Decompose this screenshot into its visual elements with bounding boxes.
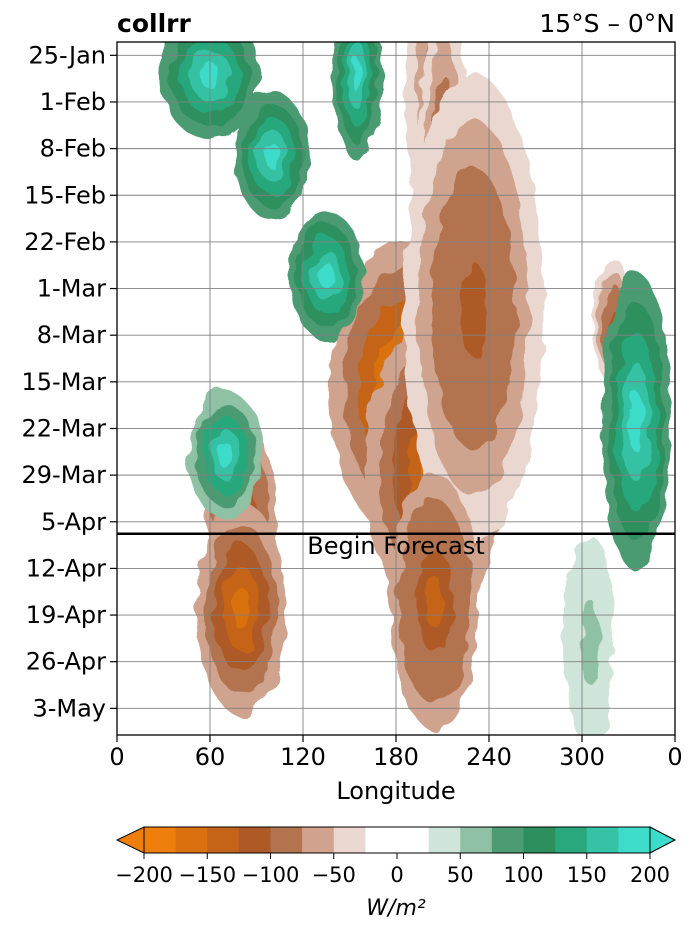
colorbar-segment [238, 827, 271, 853]
colorbar-tick-label: −100 [242, 863, 300, 887]
colorbar-tick-label: −150 [178, 863, 236, 887]
positive-anomaly-13 [188, 391, 263, 520]
colorbar-segment [428, 827, 461, 853]
colorbar-segment [555, 827, 588, 853]
contour-shell [232, 587, 250, 630]
y-tick-label: 1-Mar [37, 275, 106, 303]
colorbar-extend-high [649, 826, 677, 854]
colorbar-segment [618, 827, 651, 853]
contour-shell [318, 262, 334, 289]
y-tick-label: 8-Mar [37, 321, 106, 349]
colorbar-tick-label: 0 [390, 863, 403, 887]
y-tick-label: 15-Mar [22, 368, 107, 396]
colorbar-tick-label: 50 [447, 863, 474, 887]
y-tick-label: 22-Mar [22, 414, 107, 442]
colorbar: −200 −150 −100 −50 0 50 100 150 200 [115, 826, 677, 887]
colorbar-tick-label: −50 [312, 863, 356, 887]
x-tick-label: 300 [559, 743, 605, 771]
y-tick-label: 5-Apr [41, 508, 106, 536]
x-axis-label: Longitude [336, 777, 455, 805]
x-tick-label: 0 [667, 743, 682, 771]
colorbar-segment [270, 827, 303, 853]
y-tick-label: 25-Jan [28, 41, 106, 69]
positive-anomaly-12 [289, 211, 364, 340]
chart-title-left: collrr [117, 9, 191, 38]
colorbar-tick-label: 100 [503, 863, 543, 887]
contour-shell [218, 442, 233, 468]
y-tick-label: 15-Feb [24, 181, 106, 209]
plot-area: Begin Forecast [116, 41, 676, 736]
x-tick-label: 180 [373, 743, 419, 771]
colorbar-segment [175, 827, 208, 853]
grid-lines [116, 42, 676, 735]
y-tick-label: 1-Feb [40, 88, 106, 116]
y-tick-label: 12-Apr [26, 554, 106, 582]
colorbar-segment [460, 827, 493, 853]
contour-shell [425, 576, 444, 628]
negative-anomaly-4 [404, 73, 543, 544]
y-tick-label: 29-Mar [22, 461, 107, 489]
colorbar-segment [491, 827, 524, 853]
y-tick-label: 26-Apr [26, 648, 106, 676]
contour-shell [629, 391, 644, 452]
colorbar-segment [586, 827, 619, 853]
x-axis: 0 60 120 180 240 300 0 [109, 735, 683, 771]
field-layer [160, 42, 671, 735]
forecast-label: Begin Forecast [307, 532, 485, 560]
colorbar-segment [333, 827, 366, 853]
colorbar-segment [302, 827, 335, 853]
x-tick-label: 240 [466, 743, 512, 771]
negative-anomaly-7 [390, 473, 480, 730]
colorbar-tick-label: −200 [115, 863, 173, 887]
x-tick-label: 120 [280, 743, 326, 771]
colorbar-segment [144, 827, 177, 853]
y-axis: 25-Jan 1-Feb 8-Feb 15-Feb 22-Feb 1-Mar 8-Mar 15… [22, 41, 117, 722]
colorbar-segment [365, 827, 430, 853]
colorbar-extend-low [115, 826, 145, 854]
y-tick-label: 8-Feb [40, 135, 106, 163]
colorbar-segment [207, 827, 240, 853]
chart-title-right: 15°S – 0°N [539, 9, 675, 38]
contour-shell [584, 620, 595, 664]
colorbar-tick-label: 200 [630, 863, 670, 887]
y-tick-label: 19-Apr [26, 601, 106, 629]
colorbar-tick-label: 150 [567, 863, 607, 887]
positive-anomaly-14 [601, 272, 671, 572]
y-tick-label: 3-May [32, 694, 106, 722]
colorbar-segment [523, 827, 556, 853]
positive-anomaly-11 [234, 91, 310, 220]
x-tick-label: 0 [109, 743, 124, 771]
positive-anomaly-15 [564, 535, 615, 735]
contour-shell [459, 261, 488, 356]
contour-shell [264, 142, 280, 169]
y-tick-label: 22-Feb [24, 228, 106, 256]
x-tick-label: 60 [195, 743, 226, 771]
contour-shell [352, 58, 363, 93]
colorbar-label: W/m² [366, 896, 426, 921]
positive-anomaly-10 [332, 42, 383, 161]
heatmap-field [160, 42, 671, 735]
